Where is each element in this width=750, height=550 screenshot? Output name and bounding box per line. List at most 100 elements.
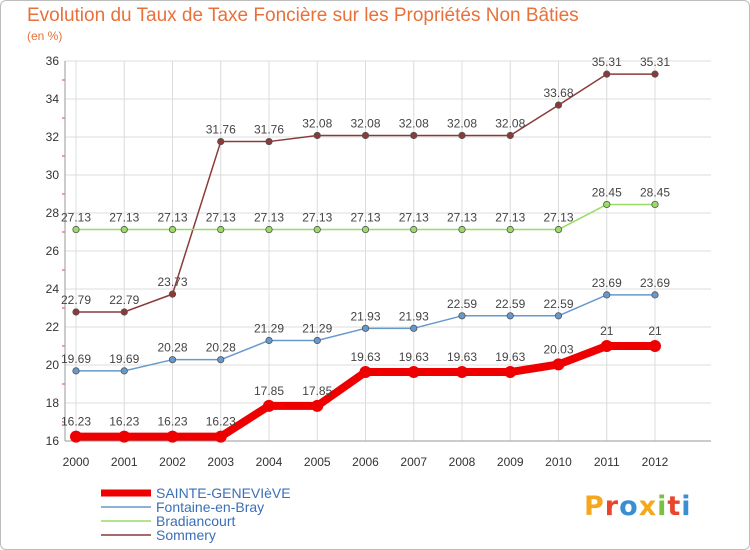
data-point [552, 358, 565, 371]
data-label: 19.63 [350, 350, 380, 364]
data-label: 16.23 [206, 415, 236, 429]
data-point [651, 200, 659, 209]
data-label: 22.79 [109, 293, 139, 307]
legend-label: Bradiancourt [156, 513, 235, 529]
logo-letter: i [657, 491, 668, 522]
data-point [649, 340, 661, 352]
data-point [361, 131, 370, 140]
data-point [506, 225, 514, 234]
data-label: 27.13 [157, 211, 187, 225]
y-tick-label: 20 [46, 358, 60, 372]
data-label: 22.59 [495, 297, 525, 311]
data-label: 21.93 [399, 309, 429, 323]
data-point [217, 225, 225, 234]
data-label: 27.13 [543, 211, 573, 225]
x-tick-label: 2008 [449, 455, 476, 469]
data-point [70, 430, 82, 443]
data-label: 23.69 [592, 276, 622, 290]
x-tick-label: 2002 [159, 455, 186, 469]
data-point [265, 225, 273, 234]
data-label: 19.63 [399, 350, 429, 364]
data-point [410, 225, 418, 234]
data-label: 16.23 [157, 415, 187, 429]
data-point [120, 225, 128, 234]
logo-letter: r [604, 491, 620, 522]
data-label: 32.08 [302, 116, 332, 130]
chart-title: Evolution du Taux de Taxe Foncière sur l… [27, 5, 579, 26]
data-label: 22.59 [447, 297, 477, 311]
y-tick-label: 36 [46, 54, 60, 68]
legend-label: Sommery [156, 527, 216, 543]
data-label: 19.69 [109, 352, 139, 366]
y-tick-label: 26 [46, 244, 60, 258]
data-point [506, 312, 514, 320]
data-point [168, 225, 177, 234]
data-label: 19.69 [61, 352, 91, 366]
data-point [214, 430, 227, 443]
y-tick-label: 32 [46, 130, 60, 144]
x-tick-label: 2007 [400, 455, 427, 469]
data-point [410, 324, 418, 332]
data-point [506, 131, 514, 140]
data-point [118, 430, 131, 443]
data-point [410, 131, 418, 140]
x-tick-label: 2001 [111, 455, 138, 469]
data-label: 31.76 [206, 123, 236, 137]
data-label: 27.13 [109, 211, 139, 225]
data-point [458, 225, 466, 234]
y-tick-label: 16 [46, 434, 60, 448]
data-point [263, 399, 275, 412]
x-tick-label: 2003 [207, 455, 234, 469]
data-label: 21 [648, 324, 662, 338]
data-point [603, 291, 611, 299]
data-point [456, 366, 468, 379]
data-label: 35.31 [640, 55, 670, 69]
y-tick-label: 24 [46, 282, 60, 296]
data-point [554, 225, 563, 234]
data-label: 21.29 [254, 321, 284, 335]
data-point [72, 225, 80, 234]
data-label: 27.13 [399, 211, 429, 225]
data-label: 20.03 [543, 342, 573, 356]
data-point [361, 225, 370, 234]
data-point [168, 290, 177, 298]
data-label: 22.79 [61, 293, 91, 307]
data-point [72, 367, 80, 375]
data-label: 27.13 [302, 211, 332, 225]
data-label: 20.28 [206, 341, 236, 355]
data-label: 17.85 [254, 384, 284, 398]
chart-legend: SAINTE-GENEVIèVEFontaine-en-BrayBradianc… [101, 485, 291, 543]
data-label: 16.23 [109, 415, 139, 429]
data-point [458, 312, 466, 320]
data-point [651, 291, 659, 299]
data-label: 20.28 [157, 341, 187, 355]
data-point [603, 70, 611, 78]
data-label: 21.29 [302, 321, 332, 335]
data-label: 31.76 [254, 123, 284, 137]
data-point [217, 356, 225, 364]
logo-letter: P [584, 491, 605, 522]
data-point [600, 340, 613, 352]
data-point [120, 308, 128, 316]
legend-label: Fontaine-en-Bray [156, 499, 264, 515]
data-point [265, 137, 273, 146]
data-label: 32.08 [495, 116, 525, 130]
data-label: 21.93 [350, 309, 380, 323]
data-label: 32.08 [447, 116, 477, 130]
data-label: 28.45 [592, 185, 622, 199]
data-label: 19.63 [495, 350, 525, 364]
data-label: 33.68 [543, 86, 573, 100]
data-label: 32.08 [399, 116, 429, 130]
x-tick-label: 2009 [497, 455, 524, 469]
x-tick-label: 2005 [304, 455, 331, 469]
data-label: 35.31 [592, 55, 622, 69]
data-point [359, 366, 372, 379]
data-label: 27.13 [61, 211, 91, 225]
chart-axes: 16 18 20 22 24 26 28 30 32 34 36 2000 2001 2002 2003 20… [46, 54, 711, 469]
data-label: 19.63 [447, 350, 477, 364]
data-point [554, 312, 563, 320]
data-label: 32.08 [350, 116, 380, 130]
data-label: 27.13 [254, 211, 284, 225]
